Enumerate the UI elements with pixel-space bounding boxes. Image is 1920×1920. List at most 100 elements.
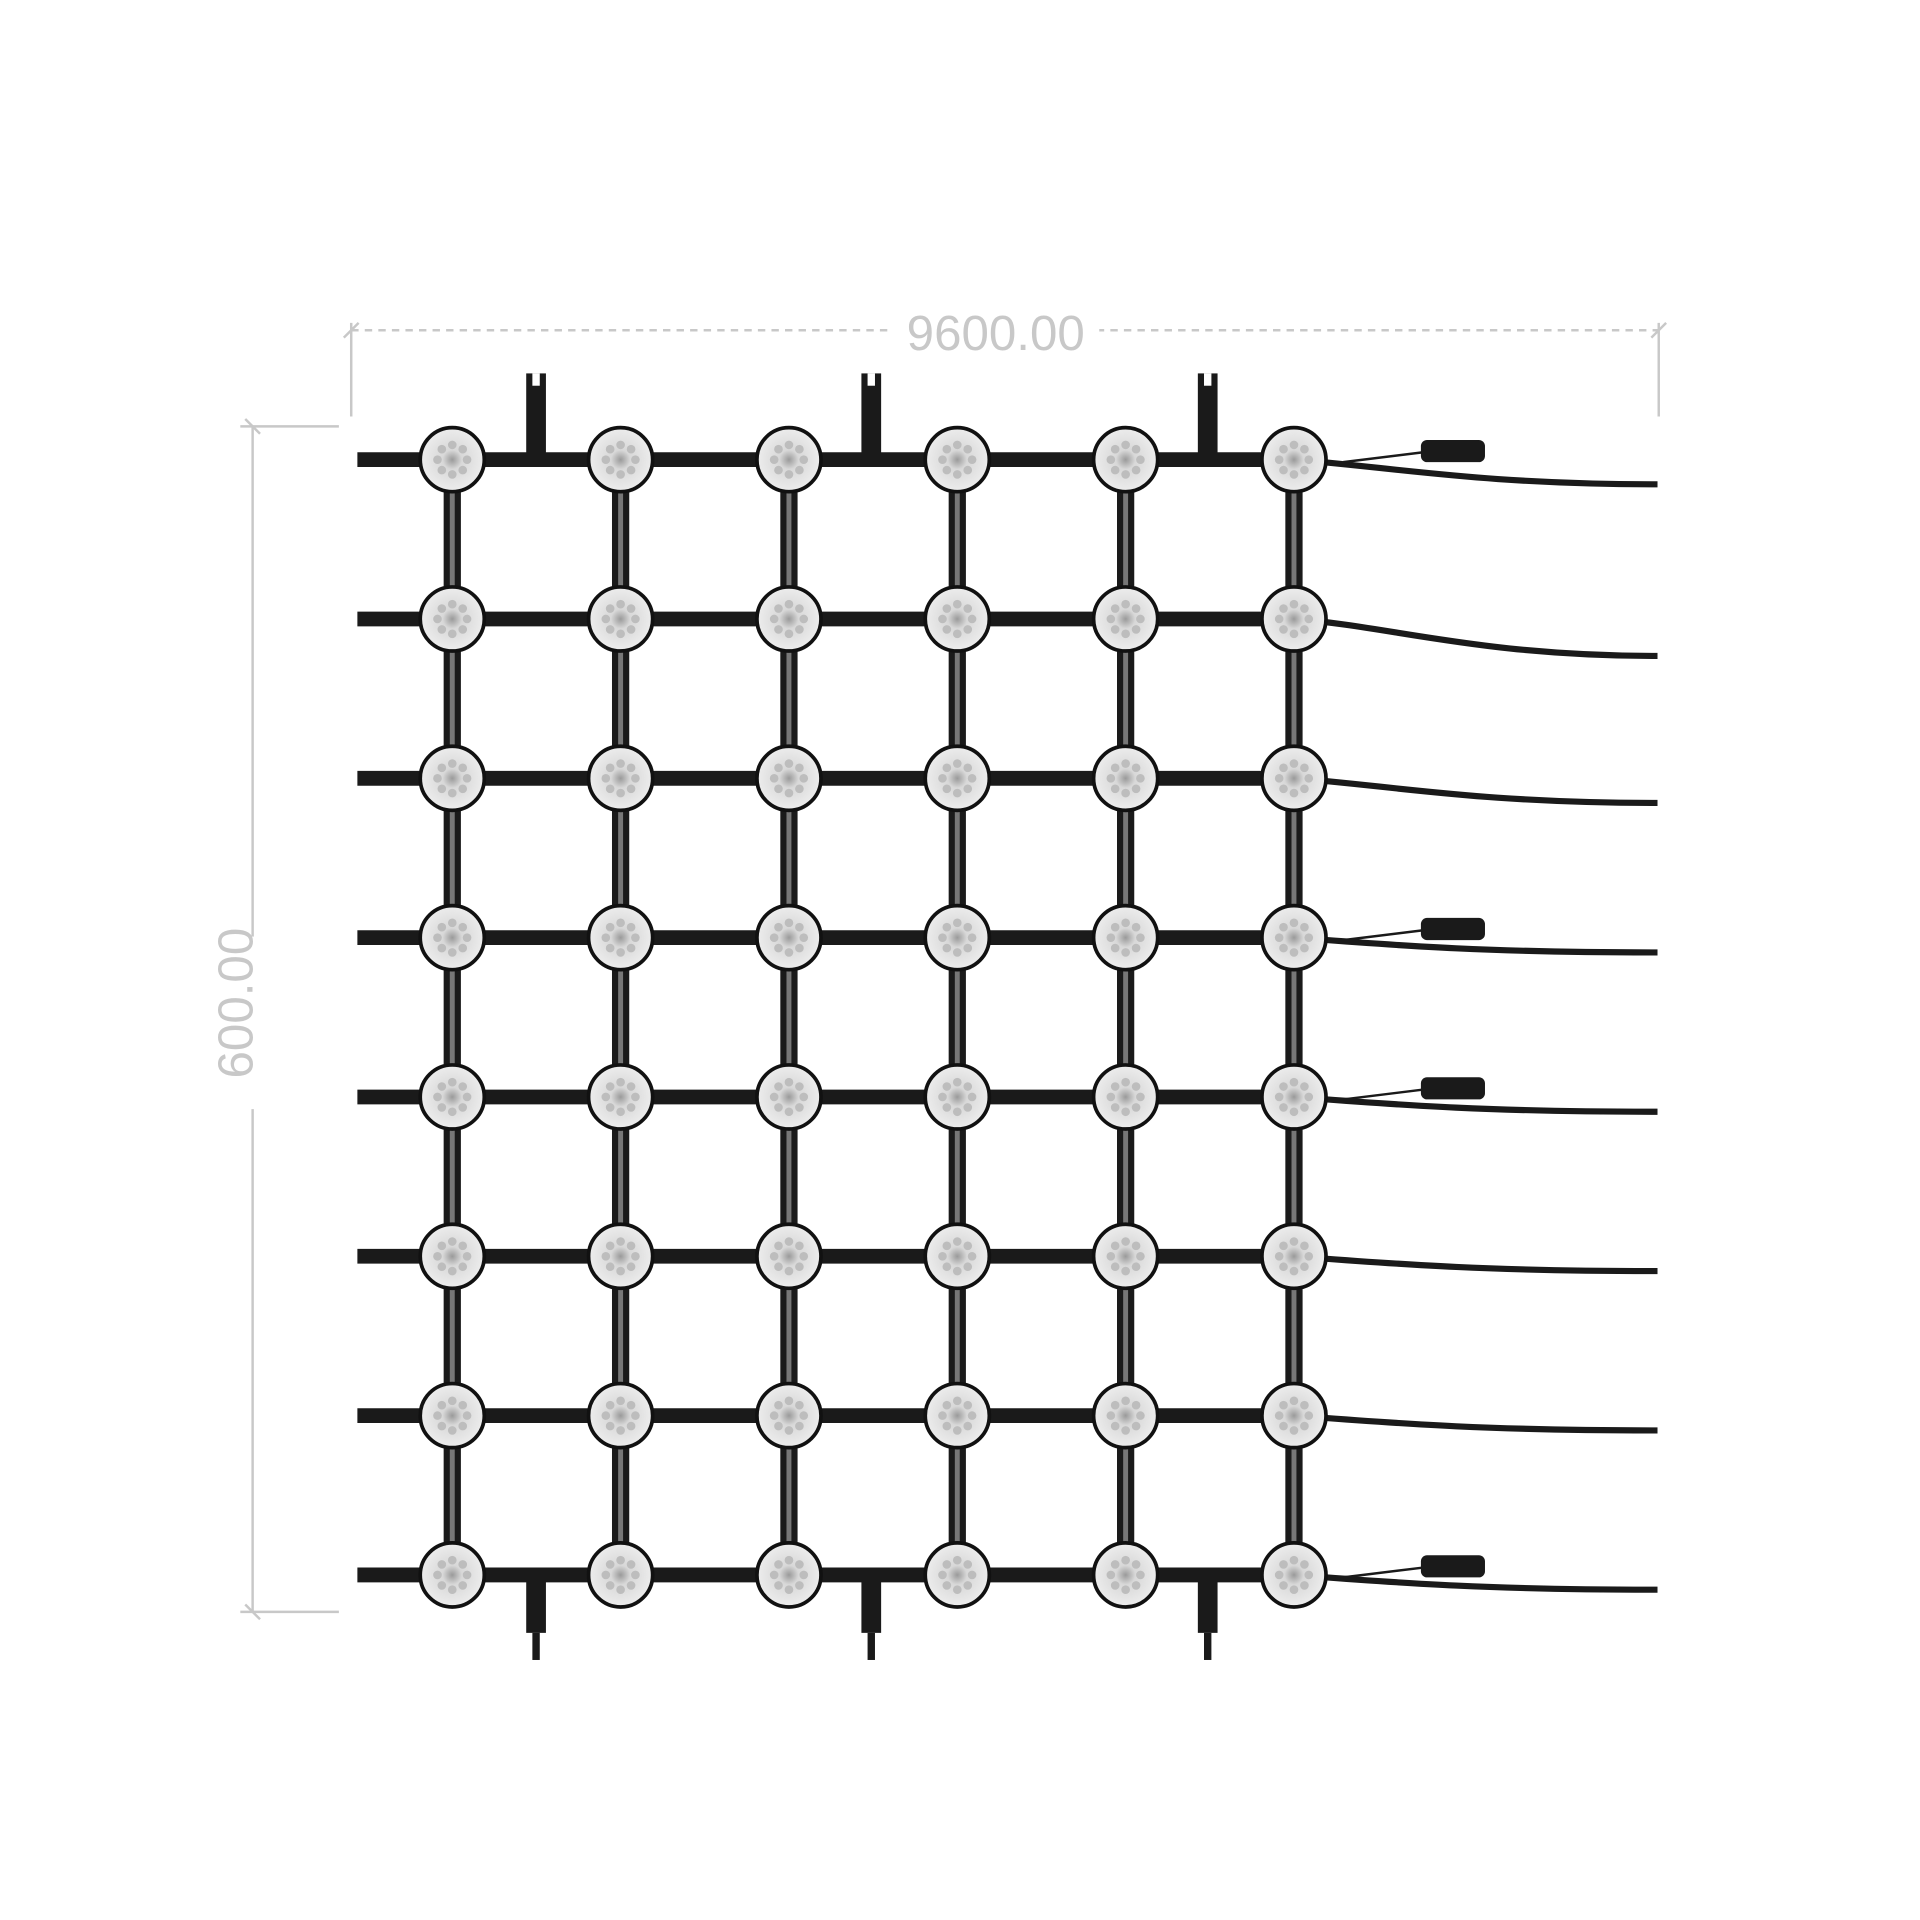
led-chip-dot (967, 614, 977, 624)
led-chip-dot (616, 948, 625, 957)
led-chip-dot (774, 922, 783, 932)
led-chip-dot (1106, 614, 1116, 624)
led-chip-dot (616, 440, 625, 450)
led-chip-dot (1289, 1077, 1299, 1087)
led-chip-dot (769, 1570, 779, 1580)
led-node (586, 585, 655, 653)
connector-wire (1343, 929, 1424, 942)
led-chip-dot (1300, 1421, 1309, 1431)
led-chip-dot (942, 465, 952, 475)
led-chip-dot (1110, 1103, 1120, 1112)
led-chip-dot (1121, 948, 1130, 957)
lead-wire (1293, 1571, 1658, 1593)
led-chip-dot (795, 625, 804, 634)
width-label: 9600.00 (907, 306, 1085, 361)
led-chip-dot (938, 1570, 947, 1580)
led-node (923, 744, 992, 813)
led-chip-dot (1131, 943, 1141, 953)
led-chip-dot (616, 1555, 625, 1565)
led-chip-dot (1274, 1092, 1284, 1102)
led-chip-dot (784, 1266, 794, 1276)
led-chip-dot (952, 1107, 962, 1117)
led-chip-dot (1121, 1396, 1130, 1406)
led-chip-dot (1110, 1400, 1120, 1410)
led-chip-dot (942, 784, 952, 794)
led-chip-dot (601, 614, 611, 624)
led-chip-dot (1304, 1570, 1314, 1580)
led-chip-dot (795, 1421, 804, 1431)
led-chip-dot (942, 1400, 952, 1410)
led-chip-dot (1106, 1092, 1116, 1102)
tab-slot (1204, 373, 1212, 386)
led-chip-dot (631, 1251, 640, 1261)
led-chip-dot (626, 444, 636, 454)
led-chip-dot (967, 933, 977, 942)
led-chip-dot (1279, 1400, 1288, 1410)
led-chip-dot (601, 455, 611, 464)
led-chip-dot (631, 774, 640, 783)
led-node (586, 1222, 655, 1291)
led-chip-dot (963, 1103, 973, 1112)
led-chip-dot (1131, 1262, 1141, 1272)
led-chip-dot (1121, 759, 1130, 768)
led-chip-dot (631, 933, 640, 942)
led-chip-dot (963, 604, 973, 613)
led-chip-dot (447, 1396, 457, 1406)
led-chip-dot (1110, 1560, 1120, 1569)
led-node (1091, 903, 1160, 972)
led-chip-dot (631, 1092, 640, 1102)
led-node (1091, 744, 1160, 813)
led-chip-dot (1106, 774, 1116, 783)
led-chip-dot (462, 1411, 472, 1420)
led-chip-dot (1304, 1092, 1314, 1102)
led-chip-dot (447, 1555, 457, 1565)
led-chip-dot (605, 763, 615, 773)
led-chip-dot (626, 1400, 636, 1410)
led-chip-dot (1121, 1107, 1130, 1117)
led-chip-dot (1300, 1103, 1309, 1112)
led-chip-dot (626, 1241, 636, 1251)
led-chip-dot (963, 1241, 973, 1251)
led-chip-dot (942, 625, 952, 634)
led-chip-dot (784, 470, 794, 479)
tab-pin (867, 1632, 875, 1660)
led-chip-dot (605, 444, 615, 454)
led-chip-dot (1289, 918, 1299, 928)
led-chip-dot (1289, 1426, 1299, 1435)
led-chip-dot (437, 1082, 447, 1091)
led-chip-dot (433, 1251, 442, 1261)
led-chip-dot (626, 1262, 636, 1272)
led-chip-dot (1300, 943, 1309, 953)
led-chip-dot (1121, 1077, 1130, 1087)
led-chip-dot (1289, 948, 1299, 957)
led-chip-dot (952, 759, 962, 768)
led-node (1091, 1063, 1160, 1131)
led-chip-dot (458, 1103, 468, 1112)
led-chip-dot (458, 444, 468, 454)
led-chip-dot (1300, 1581, 1309, 1590)
led-chip-dot (1300, 763, 1309, 773)
led-chip-dot (1136, 1570, 1145, 1580)
led-node (1260, 1381, 1328, 1450)
led-chip-dot (437, 1581, 447, 1590)
led-chip-dot (942, 1421, 952, 1431)
led-chip-dot (1110, 1581, 1120, 1590)
led-chip-dot (458, 625, 468, 634)
led-chip-dot (774, 943, 783, 953)
led-chip-dot (769, 1251, 779, 1261)
led-chip-dot (1304, 1411, 1314, 1420)
led-chip-dot (795, 1082, 804, 1091)
led-node (1091, 585, 1160, 653)
led-chip-dot (799, 774, 809, 783)
led-chip-dot (447, 629, 457, 639)
led-chip-dot (799, 933, 809, 942)
led-chip-dot (784, 1396, 794, 1406)
connector-wire (1343, 1566, 1424, 1579)
led-chip-dot (795, 943, 804, 953)
led-chip-dot (1304, 455, 1314, 464)
led-chip-dot (1110, 943, 1120, 953)
led-chip-dot (1279, 922, 1288, 932)
led-chip-dot (942, 604, 952, 613)
led-chip-dot (1289, 788, 1299, 798)
led-chip-dot (458, 943, 468, 953)
